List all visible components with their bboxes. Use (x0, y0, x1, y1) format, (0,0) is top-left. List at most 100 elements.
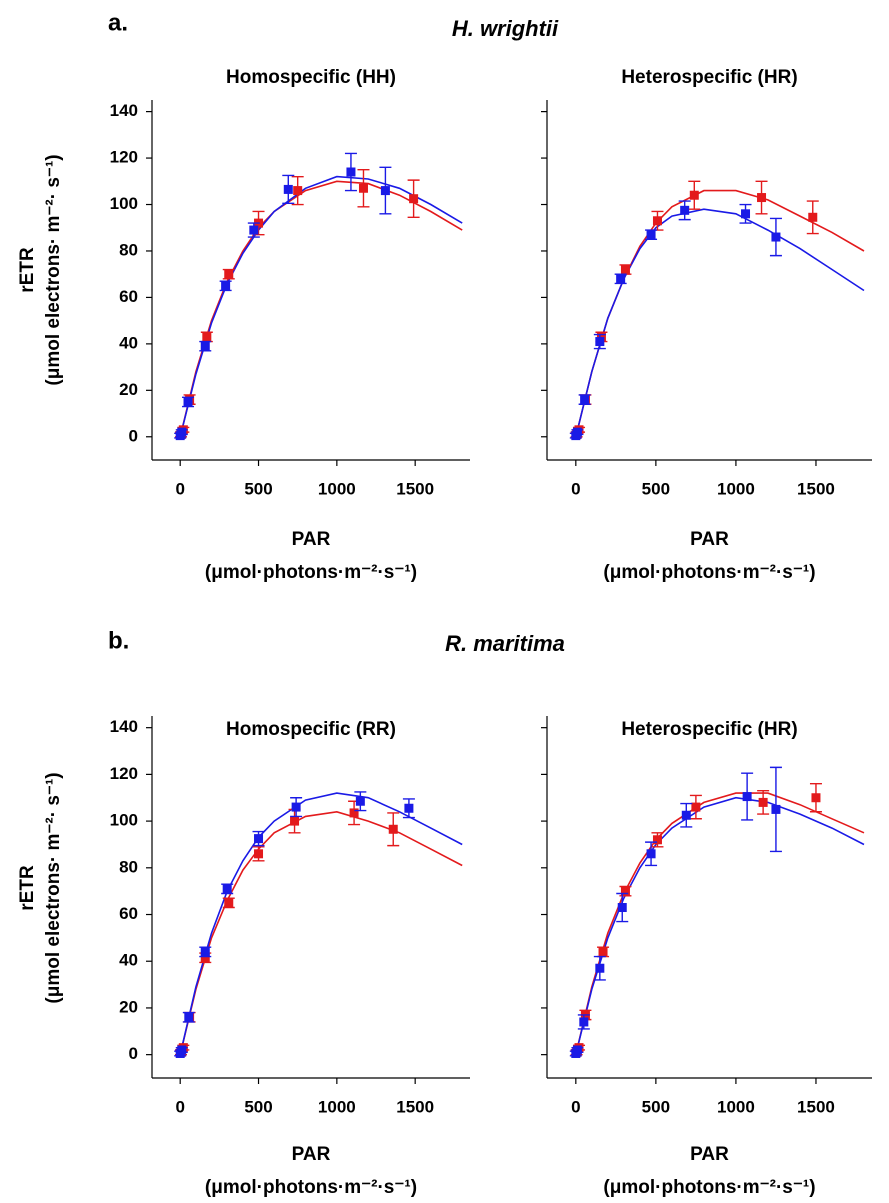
x-tick-label: 500 (642, 479, 670, 498)
x-tick-label: 1000 (717, 1097, 755, 1116)
x-axis-label: PAR (292, 529, 331, 550)
y-axis-label: rETR (17, 247, 38, 293)
marker (346, 167, 356, 177)
y-axis-label: rETR (17, 865, 38, 911)
x-tick-label: 0 (571, 479, 580, 498)
fit-curve (179, 180, 463, 437)
marker (646, 230, 656, 240)
x-tick-label: 1000 (717, 479, 755, 498)
marker (616, 274, 626, 284)
marker (380, 186, 390, 196)
marker (254, 834, 264, 844)
y-tick-label: 20 (119, 997, 138, 1016)
x-axis-label: PAR (690, 1144, 729, 1165)
y-tick-label: 140 (110, 717, 138, 736)
marker (680, 205, 690, 215)
marker (290, 816, 300, 826)
marker (681, 810, 691, 820)
marker (652, 835, 662, 845)
y-tick-label: 100 (110, 811, 138, 830)
marker (617, 903, 627, 913)
marker (620, 886, 630, 896)
x-axis-label: PAR (292, 1144, 331, 1165)
section-label: b. (108, 627, 129, 654)
fit-curve (575, 796, 865, 1055)
x-axis-label: (μmol·photons·m⁻²·s⁻¹) (603, 562, 815, 583)
marker (224, 269, 234, 279)
fit-curve (179, 792, 463, 1055)
marker (388, 824, 398, 834)
x-tick-label: 1000 (318, 479, 356, 498)
section-label: a. (108, 9, 128, 36)
marker (183, 397, 193, 407)
marker (200, 953, 210, 963)
y-tick-label: 0 (129, 1044, 138, 1063)
y-tick-label: 80 (119, 857, 138, 876)
marker (224, 898, 234, 908)
x-axis-label: (μmol·photons·m⁻²·s⁻¹) (205, 1177, 417, 1198)
y-tick-label: 100 (110, 194, 138, 213)
marker (811, 793, 821, 803)
y-axis-label: (μmol electrons· m⁻²· s⁻¹) (43, 772, 64, 1003)
marker (757, 193, 767, 203)
marker (742, 792, 752, 802)
marker (349, 808, 359, 818)
marker (184, 1012, 194, 1022)
panel-title: Heterospecific (HR) (621, 67, 797, 88)
section-title: R. maritima (445, 631, 565, 656)
y-tick-label: 0 (129, 426, 138, 445)
x-axis-label: PAR (690, 529, 729, 550)
x-axis-label: (μmol·photons·m⁻²·s⁻¹) (205, 562, 417, 583)
marker (595, 963, 605, 973)
x-tick-label: 1500 (396, 479, 434, 498)
marker (579, 1017, 589, 1027)
marker (771, 804, 781, 814)
panel-title: Heterospecific (HR) (621, 719, 797, 740)
x-tick-label: 500 (244, 479, 272, 498)
fit-curve (179, 810, 463, 1055)
x-axis-label: (μmol·photons·m⁻²·s⁻¹) (603, 1177, 815, 1198)
marker (572, 427, 582, 437)
x-tick-label: 0 (571, 1097, 580, 1116)
marker (355, 796, 365, 806)
y-tick-label: 120 (110, 764, 138, 783)
x-tick-label: 0 (175, 479, 184, 498)
marker (646, 849, 656, 859)
x-tick-label: 500 (244, 1097, 272, 1116)
fit-curve (179, 175, 463, 437)
y-tick-label: 120 (110, 148, 138, 167)
marker (598, 947, 608, 957)
marker (200, 947, 210, 957)
marker (580, 395, 590, 405)
marker (689, 190, 699, 200)
marker (771, 232, 781, 242)
marker (596, 332, 606, 342)
y-tick-label: 20 (119, 380, 138, 399)
fit-curve (575, 189, 865, 437)
x-tick-label: 1500 (797, 479, 835, 498)
marker (222, 884, 232, 894)
marker (691, 802, 701, 812)
marker (409, 194, 419, 204)
fit-curve (575, 792, 865, 1055)
marker (741, 209, 751, 219)
x-tick-label: 0 (175, 1097, 184, 1116)
marker (283, 184, 293, 194)
section-title: H. wrightii (452, 16, 559, 41)
y-axis-label: (μmol electrons· m⁻²· s⁻¹) (43, 154, 64, 385)
marker (200, 341, 210, 351)
marker (595, 337, 605, 347)
y-tick-label: 140 (110, 101, 138, 120)
y-tick-label: 40 (119, 951, 138, 970)
marker (404, 803, 414, 813)
y-tick-label: 40 (119, 333, 138, 352)
x-tick-label: 1000 (318, 1097, 356, 1116)
fit-curve (575, 208, 865, 437)
x-tick-label: 1500 (797, 1097, 835, 1116)
marker (293, 186, 303, 196)
marker (358, 183, 368, 193)
panel-title: Homospecific (HH) (226, 67, 396, 88)
marker (620, 265, 630, 275)
marker (177, 1045, 187, 1055)
